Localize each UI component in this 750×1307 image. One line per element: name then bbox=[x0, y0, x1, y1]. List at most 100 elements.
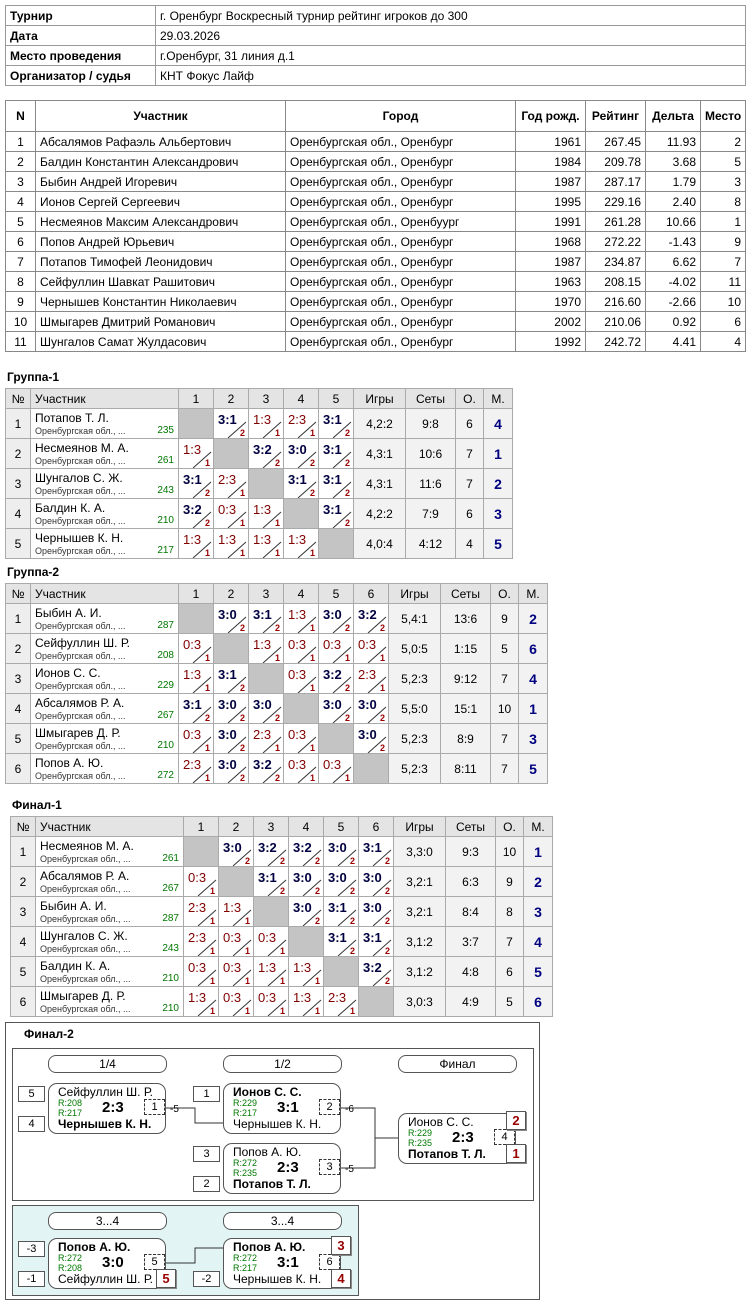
place: 3 bbox=[483, 498, 513, 529]
rating-bottom: R:235 bbox=[408, 1138, 433, 1148]
group-row: 3 Шунгалов С. Ж. Оренбургская обл., ... 243… bbox=[5, 468, 513, 499]
diagonal-cell bbox=[248, 468, 284, 499]
score: 3:2 bbox=[183, 502, 202, 517]
group-row: 1 Потапов Т. Л. Оренбургская обл., ... 235 3… bbox=[5, 408, 513, 439]
match-points: 1 bbox=[244, 916, 250, 926]
player-bottom: Чернышев К. Н. bbox=[233, 1272, 322, 1286]
result-cell: 0:3 1 bbox=[218, 926, 254, 957]
participant-row: 6 Попов Андрей Юрьевич Оренбургская обл., … bbox=[5, 231, 746, 252]
result: 0:3 1 bbox=[220, 958, 253, 986]
divider bbox=[192, 706, 212, 723]
result: 3:0 2 bbox=[220, 838, 253, 866]
match-score: 3:1 bbox=[277, 1254, 299, 1271]
divider bbox=[227, 541, 247, 558]
player-bottom: Сейфуллин Ш. Р. bbox=[58, 1272, 153, 1286]
round-label: 1/4 bbox=[48, 1055, 167, 1073]
diagonal-cell bbox=[288, 926, 324, 957]
match-number: 5 bbox=[144, 1254, 165, 1270]
slash bbox=[192, 736, 212, 753]
points: 7 bbox=[455, 468, 484, 499]
slash bbox=[232, 999, 252, 1016]
column-header: 1 bbox=[178, 388, 214, 409]
participant-cell: Быбин Андрей Игоревич bbox=[35, 171, 286, 192]
seed: 1 bbox=[193, 1086, 220, 1102]
seed: -1 bbox=[18, 1271, 45, 1287]
result: 2:3 1 bbox=[250, 725, 283, 753]
result-cell: 3:2 2 bbox=[178, 498, 214, 529]
score: 2:3 bbox=[188, 900, 207, 915]
match-points: 2 bbox=[344, 713, 350, 723]
final-place: 2 bbox=[506, 1111, 526, 1130]
match-points: 2 bbox=[384, 916, 390, 926]
slash bbox=[297, 766, 317, 783]
participant-cell: 287.17 bbox=[585, 171, 646, 192]
match-points: 1 bbox=[279, 1006, 285, 1016]
row-number: 6 bbox=[5, 753, 31, 784]
divider bbox=[262, 451, 282, 468]
match-points: 1 bbox=[314, 1006, 320, 1016]
match-score: 2:3 bbox=[102, 1099, 124, 1116]
score: 0:3 bbox=[288, 757, 307, 772]
score: 1:3 bbox=[223, 900, 242, 915]
participant-cell: 7 bbox=[5, 251, 36, 272]
slash bbox=[297, 421, 317, 438]
score: 1:3 bbox=[183, 667, 202, 682]
result: 0:3 1 bbox=[185, 868, 218, 896]
participant-cell: 11 bbox=[5, 331, 36, 352]
match-points: 1 bbox=[244, 946, 250, 956]
divider bbox=[192, 676, 212, 693]
result-cell: 1:3 1 bbox=[183, 986, 219, 1017]
slash bbox=[332, 646, 352, 663]
match-points: 2 bbox=[274, 713, 280, 723]
participant-cell: 1992 bbox=[515, 331, 586, 352]
player-city: Оренбургская обл., ... bbox=[35, 651, 126, 661]
divider bbox=[332, 646, 352, 663]
score: 0:3 bbox=[258, 930, 277, 945]
divider bbox=[332, 616, 352, 633]
place: 6 bbox=[523, 986, 553, 1017]
sets: 8:9 bbox=[440, 723, 491, 754]
match-points: 2 bbox=[384, 946, 390, 956]
loser-destination: -6 bbox=[345, 1104, 354, 1115]
match-points: 2 bbox=[344, 683, 350, 693]
points: 4 bbox=[455, 528, 484, 559]
points: 9 bbox=[490, 603, 519, 634]
slash bbox=[192, 541, 212, 558]
header-row: № Участник 1 2 3 4 5 Игры Сеты О. М. bbox=[5, 388, 513, 409]
row-number: 5 bbox=[5, 723, 31, 754]
result: 1:3 1 bbox=[180, 665, 213, 693]
divider bbox=[232, 969, 252, 986]
slash bbox=[267, 969, 287, 986]
participant-cell: Оренбургская обл., Оренбург bbox=[285, 251, 516, 272]
player-city: Оренбургская обл., ... bbox=[35, 516, 126, 526]
result: 1:3 1 bbox=[180, 530, 213, 558]
match-points: 1 bbox=[314, 976, 320, 986]
result-cell: 3:0 2 bbox=[288, 866, 324, 897]
participant-cell: 2 bbox=[700, 131, 746, 152]
participant-cell: -2.66 bbox=[645, 291, 701, 312]
player: Абсалямов Р. А. Оренбургская обл., ... 267 bbox=[32, 695, 178, 723]
games: 4,2:2 bbox=[353, 498, 406, 529]
seed: -3 bbox=[18, 1241, 45, 1257]
sets: 6:3 bbox=[445, 866, 496, 897]
loser-destination: -5 bbox=[170, 1104, 179, 1115]
divider bbox=[332, 706, 352, 723]
column-header: О. bbox=[495, 816, 524, 837]
result-cell: 3:0 2 bbox=[283, 438, 319, 469]
points: 7 bbox=[490, 723, 519, 754]
result: 1:3 1 bbox=[250, 500, 283, 528]
score: 3:1 bbox=[328, 900, 347, 915]
points: 10 bbox=[495, 836, 524, 867]
row-number: 3 bbox=[5, 468, 31, 499]
games: 3,1:2 bbox=[393, 926, 446, 957]
match-points: 1 bbox=[209, 886, 215, 896]
player-city: Оренбургская обл., ... bbox=[35, 771, 126, 781]
player-cell: Потапов Т. Л. Оренбургская обл., ... 235 bbox=[30, 408, 179, 439]
participant-cell: 1961 bbox=[515, 131, 586, 152]
games: 3,2:1 bbox=[393, 896, 446, 927]
header-row: № Участник 1 2 3 4 5 6 Игры Сеты О. М. bbox=[5, 583, 548, 604]
match-points: 1 bbox=[309, 683, 315, 693]
column-header: Сеты bbox=[445, 816, 496, 837]
group-row: 4 Шунгалов С. Ж. Оренбургская обл., ... 243… bbox=[10, 926, 553, 957]
result-cell: 1:3 1 bbox=[283, 528, 319, 559]
